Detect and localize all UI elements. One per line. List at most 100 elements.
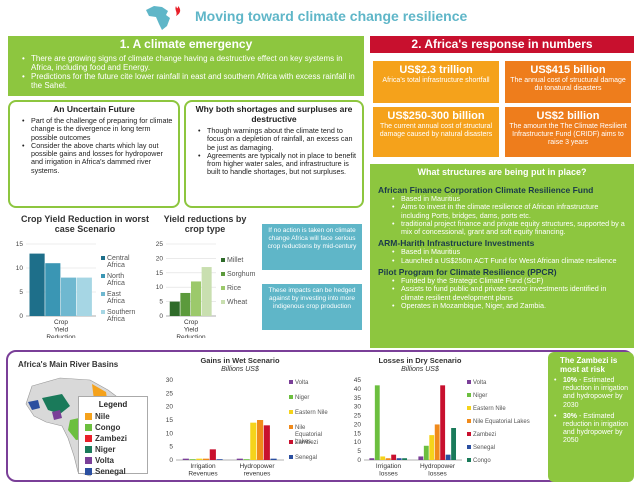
bar (380, 456, 386, 460)
legend-label: Zambezi (295, 440, 318, 446)
y-tick-label: 5 (169, 444, 173, 451)
legend-swatch (467, 406, 471, 410)
legend-swatch (85, 413, 92, 420)
legend-label: Wheat (227, 299, 247, 306)
legend-swatch (467, 445, 471, 449)
stat-caption: The amount the The Climate Resilient Inf… (509, 123, 627, 146)
legend-swatch (289, 395, 293, 399)
wet-chart-title: Gains in Wet Scenario (200, 356, 280, 365)
uncertain-bullet: Consider the above charts which lay out … (22, 141, 174, 175)
river-legend: Legend Nile Congo Zambezi Niger Volta Senegal (78, 396, 148, 476)
legend-label: Eastern Nile (295, 410, 328, 416)
legend-swatch (467, 458, 471, 462)
legend-swatch (289, 380, 293, 384)
page-title: Moving toward climate change resilience (195, 8, 468, 24)
stat-card: US$2.3 trillion Africa's total infrastru… (372, 60, 500, 104)
dry-scenario-chart: 051015202530354045IrrigationlossesHydrop… (354, 377, 530, 478)
y-tick-label: 0 (169, 457, 173, 464)
legend-swatch (221, 272, 225, 276)
legend-item-niger: Niger (85, 444, 141, 455)
x-tick-label: Reduction (46, 334, 76, 338)
x-tick-label: Hydropower (239, 463, 275, 470)
legend-swatch (101, 292, 105, 296)
legend-label: Nile Equatorial Lakes (473, 419, 530, 425)
y-tick-label: 15 (354, 430, 362, 437)
y-tick-label: 15 (16, 241, 24, 248)
shortages-surpluses-heading: Why both shortages and surpluses are des… (195, 104, 353, 124)
legend-swatch (101, 256, 105, 260)
fund-name: African Finance Corporation Climate Resi… (378, 185, 594, 195)
destructive-bullet: Though warnings about the climate tend t… (198, 126, 358, 152)
legend-label: Congo (473, 458, 491, 464)
y-tick-label: 10 (156, 284, 164, 291)
emergency-bullet: Predictions for the future cite lower ra… (22, 72, 358, 90)
y-tick-label: 25 (354, 413, 362, 420)
legend-swatch (289, 440, 293, 444)
emergency-bullet: There are growing signs of climate chang… (22, 54, 358, 72)
bar (182, 458, 189, 460)
bar (216, 459, 223, 460)
zambezi-bullet: 10% - Estimated reduction in irrigation … (554, 377, 630, 410)
zambezi-title: The Zambezi is most at risk (560, 356, 618, 374)
no-action-note: If no action is taken on climate change … (262, 224, 362, 270)
fund-name: ARM-Harith Infrastructure Investments (378, 238, 535, 249)
x-tick-label: Crop (184, 319, 198, 326)
bar (61, 277, 77, 316)
y-tick-label: 30 (166, 377, 174, 384)
legend-label: Rice (227, 285, 241, 292)
y-tick-label: 0 (19, 313, 23, 320)
climate-emergency-heading: 1. A climate emergency (8, 36, 364, 52)
y-tick-label: 10 (16, 265, 24, 272)
legend-label: Equatorial (295, 432, 322, 438)
x-tick-label: Irrigation (190, 463, 216, 470)
legend-item-volta: Volta (85, 455, 141, 466)
bar (257, 420, 264, 460)
legend-swatch (85, 424, 92, 431)
legend-swatch (467, 393, 471, 397)
stat-value: US$2.3 trillion (399, 64, 473, 76)
legend-label: Volta (295, 380, 309, 386)
y-tick-label: 40 (354, 386, 362, 393)
bar (402, 458, 408, 460)
legend-swatch (467, 432, 471, 436)
bar (76, 277, 92, 316)
y-tick-label: 5 (159, 299, 163, 306)
legend-label: Zambezi (95, 434, 128, 443)
fund-bullet: Assists to fund public and private secto… (392, 285, 628, 302)
y-tick-label: 10 (354, 439, 362, 446)
fund-bullet: Based in Mauritius (392, 194, 628, 203)
stat-caption: Africa's total infrastructure shortfall (382, 77, 490, 84)
zambezi-risk-box: The Zambezi is most at risk 10% - Estima… (548, 352, 634, 482)
destructive-bullet: Agreements are typically not in place to… (198, 151, 358, 177)
legend-label: Volta (95, 456, 114, 465)
y-tick-label: 20 (166, 404, 174, 411)
bar (434, 424, 440, 460)
legend-swatch (221, 286, 225, 290)
bar (191, 281, 202, 316)
y-tick-label: 5 (19, 289, 23, 296)
stat-card: US$415 billion The annual cost of struct… (504, 60, 632, 104)
x-tick-label: Reduction (176, 334, 206, 338)
bar (429, 435, 435, 460)
zambezi-pct: 10% (563, 377, 578, 384)
y-tick-label: 15 (156, 270, 164, 277)
bar (29, 253, 45, 316)
structures-body: African Finance Corporation Climate Resi… (370, 181, 634, 348)
stat-value: US$415 billion (530, 64, 606, 76)
legend-label: Africa (107, 298, 125, 305)
legend-item-congo: Congo (85, 422, 141, 433)
legend-swatch (289, 410, 293, 414)
zambezi-pct: 30% (563, 412, 578, 420)
y-tick-label: 25 (166, 390, 174, 397)
legend-item-nile: Nile (85, 411, 141, 422)
river-basins-title: Africa's Main River Basins (18, 360, 119, 369)
y-tick-label: 45 (354, 377, 362, 384)
legend-swatch (85, 457, 92, 464)
y-tick-label: 35 (354, 395, 362, 402)
zambezi-text: - Estimated reduction in irrigation and … (563, 412, 628, 445)
dry-chart-title: Losses in Dry Scenario (378, 356, 462, 365)
crop-type-chart-title: Yield reductions by crop type (163, 214, 247, 234)
bar (45, 263, 61, 316)
x-tick-label: losses (379, 471, 398, 478)
y-tick-label: 15 (166, 417, 174, 424)
